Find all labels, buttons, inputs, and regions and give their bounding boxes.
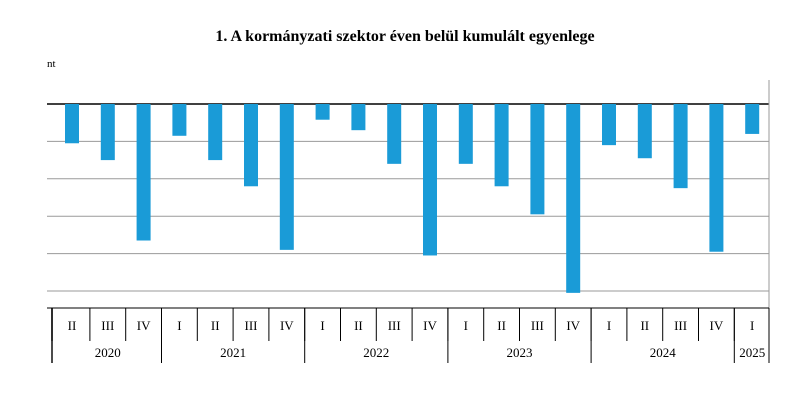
bar	[65, 104, 79, 144]
x-tick-label: I	[750, 318, 754, 333]
year-label: 2023	[507, 345, 533, 360]
year-label: 2020	[95, 345, 121, 360]
x-tick-label: IV	[280, 318, 294, 333]
x-tick-label: III	[101, 318, 114, 333]
grid-layer	[47, 80, 770, 308]
x-tick-label: I	[464, 318, 468, 333]
bar	[244, 104, 258, 187]
bar	[423, 104, 437, 256]
x-tick-label: II	[68, 318, 77, 333]
x-tick-label: I	[607, 318, 611, 333]
chart-title: 1. A kormányzati szektor éven belül kumu…	[215, 28, 595, 45]
x-tick-label: IV	[137, 318, 151, 333]
bar-layer	[65, 104, 760, 293]
bar	[315, 104, 330, 120]
x-tick-label: III	[531, 318, 544, 333]
bar	[172, 104, 187, 136]
x-tick-label: IV	[423, 318, 437, 333]
x-tick-label: IV	[566, 318, 580, 333]
bar	[709, 104, 724, 252]
x-tick-label: II	[354, 318, 363, 333]
x-tick-label: II	[497, 318, 506, 333]
bar	[136, 104, 151, 241]
year-label: 2022	[363, 345, 389, 360]
bar	[566, 104, 581, 293]
y-axis-unit-label: nt	[47, 58, 56, 70]
bar	[351, 104, 366, 131]
x-tick-label: III	[674, 318, 687, 333]
bar	[530, 104, 545, 215]
x-tick-label: II	[211, 318, 220, 333]
bar	[673, 104, 688, 189]
bar	[637, 104, 652, 159]
year-label: 2024	[650, 345, 677, 360]
x-tick-label: III	[388, 318, 401, 333]
bar	[279, 104, 294, 250]
year-label: 2025	[739, 345, 765, 360]
bar	[602, 104, 616, 146]
x-tick-label: III	[245, 318, 258, 333]
bar	[100, 104, 115, 161]
axis-layer: II III IV I II III IV I II III IV I II III IV I II III IV I…	[47, 307, 770, 363]
x-tick-label: I	[320, 318, 324, 333]
bar	[494, 104, 509, 187]
year-label: 2021	[220, 345, 246, 360]
bar	[745, 104, 760, 134]
bar	[208, 104, 223, 161]
x-tick-label: II	[640, 318, 649, 333]
bar	[458, 104, 473, 164]
x-tick-label: I	[177, 318, 181, 333]
bar	[387, 104, 402, 164]
x-tick-label: IV	[710, 318, 724, 333]
